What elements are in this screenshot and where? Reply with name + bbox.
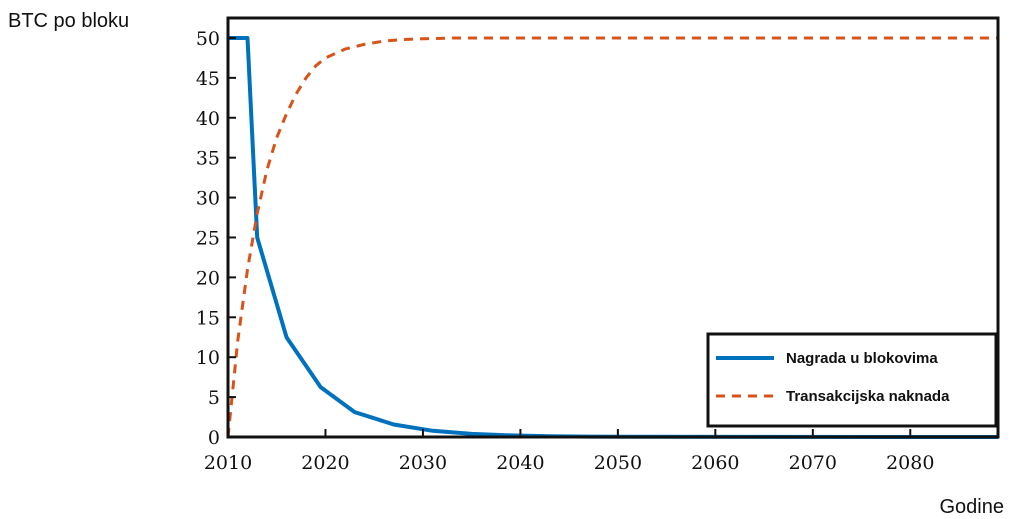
x-tick-label: 2030 [399,452,447,474]
y-tick-label: 20 [196,267,220,289]
y-tick-label: 5 [208,387,220,409]
y-tick-label: 50 [196,28,220,50]
y-tick-label: 15 [196,307,220,329]
legend-label-nagrada: Nagrada u blokovima [786,350,938,367]
x-tick-label: 2050 [594,452,642,474]
y-tick-label: 40 [196,108,220,130]
y-tick-label: 25 [196,227,220,249]
series-line-1 [226,36,998,438]
y-tick-label: 45 [196,68,220,90]
legend-label-transakcijska: Transakcijska naknada [786,388,950,405]
y-tick-label: 10 [196,347,220,369]
x-tick-label: 2010 [204,452,252,474]
plot-frame [226,16,1000,439]
ticks-layer: 0 5 10 15 20 25 30 35 40 45 50 2010 2020 2030 2040 2050… [196,28,935,474]
y-tick-label: 30 [196,188,220,210]
x-tick-label: 2080 [886,452,934,474]
x-tick-label: 2040 [496,452,544,474]
y-tick-label: 0 [208,427,220,449]
legend: Nagrada u blokovima Transakcijska naknad… [706,332,998,428]
x-tick-label: 2020 [301,452,349,474]
x-tick-label: 2060 [691,452,739,474]
x-axis-label: Godine [939,496,1005,518]
y-tick-label: 35 [196,148,220,170]
x-tick-label: 2070 [789,452,837,474]
y-axis-label: BTC po bloku [8,10,130,32]
legend-box [706,332,998,428]
